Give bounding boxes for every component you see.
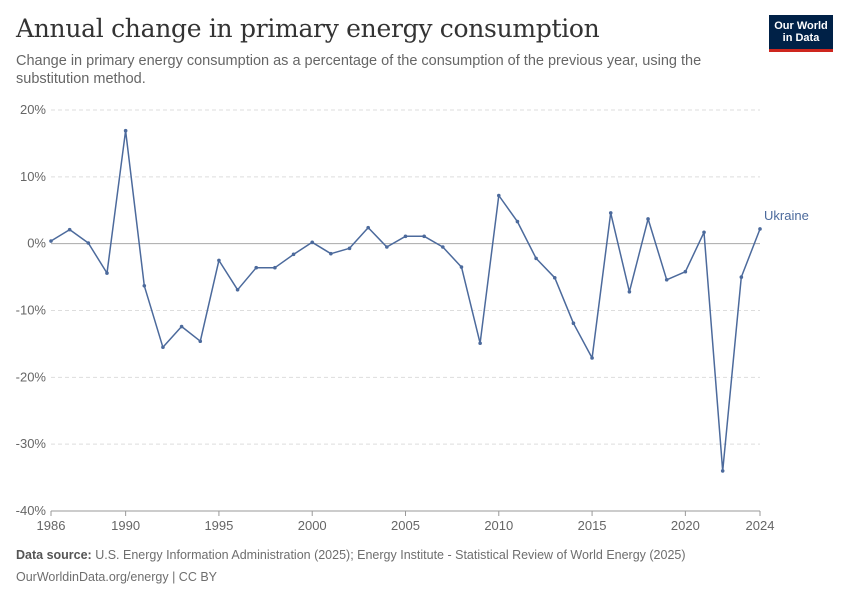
data-point bbox=[86, 241, 91, 245]
owid-logo[interactable]: Our World in Data bbox=[769, 15, 833, 52]
data-point bbox=[441, 245, 445, 249]
y-tick-label: 10% bbox=[20, 169, 46, 184]
data-point bbox=[366, 225, 370, 230]
data-point bbox=[459, 265, 464, 269]
data-point bbox=[273, 265, 277, 270]
data-point bbox=[310, 240, 315, 245]
y-tick-label: -20% bbox=[16, 369, 47, 384]
data-point bbox=[739, 275, 744, 279]
data-point bbox=[571, 321, 576, 325]
series-line-ukraine bbox=[50, 129, 761, 472]
data-point bbox=[254, 265, 259, 270]
data-point bbox=[67, 227, 72, 232]
data-point bbox=[422, 234, 426, 239]
y-tick-label: -40% bbox=[16, 503, 47, 518]
data-source-label: Data source: bbox=[16, 548, 92, 562]
x-tick-label: 2015 bbox=[578, 518, 607, 533]
y-tick-label: 0% bbox=[27, 236, 46, 251]
data-point bbox=[758, 227, 762, 231]
line-chart: 20% 10% 0% -10% -20% -30% -40%1986 1990 1995 2000… bbox=[16, 102, 809, 533]
data-point bbox=[534, 256, 538, 261]
footer-link[interactable]: OurWorldinData.org/energy | CC BY bbox=[16, 570, 218, 584]
data-point bbox=[627, 289, 632, 294]
data-point bbox=[496, 193, 501, 198]
y-tick-label: 20% bbox=[20, 102, 46, 117]
data-point bbox=[161, 345, 165, 350]
data-point bbox=[198, 339, 203, 344]
x-tick-label: 2000 bbox=[298, 518, 327, 533]
data-point bbox=[552, 275, 557, 280]
data-point bbox=[720, 469, 725, 473]
data-point bbox=[608, 211, 613, 215]
x-tick-label: 1986 bbox=[37, 518, 66, 533]
data-point bbox=[590, 356, 594, 360]
data-point bbox=[683, 269, 688, 274]
data-point bbox=[515, 219, 520, 224]
x-tick-label: 1990 bbox=[111, 518, 140, 533]
chart-title: Annual change in primary energy consumpt… bbox=[16, 14, 600, 43]
data-source: Data source: U.S. Energy Information Adm… bbox=[16, 548, 686, 562]
x-tick-label: 2020 bbox=[671, 518, 700, 533]
chart-subtitle: Change in primary energy consumption as … bbox=[16, 53, 702, 87]
data-point bbox=[49, 239, 53, 243]
data-point bbox=[664, 277, 669, 282]
data-point bbox=[385, 245, 389, 249]
data-point bbox=[217, 258, 221, 263]
y-tick-label: -10% bbox=[16, 303, 47, 318]
logo-line-2: in Data bbox=[782, 32, 820, 44]
x-tick-label: 1995 bbox=[204, 518, 233, 533]
x-tick-label: 2010 bbox=[484, 518, 513, 533]
data-point bbox=[403, 234, 408, 239]
data-point bbox=[105, 271, 109, 275]
series-label: Ukraine bbox=[764, 208, 809, 223]
data-point bbox=[347, 246, 352, 251]
data-point bbox=[329, 251, 333, 256]
data-point bbox=[478, 341, 482, 346]
y-tick-label: -30% bbox=[16, 436, 47, 451]
x-tick-label: 2005 bbox=[391, 518, 420, 533]
x-tick-label: 2024 bbox=[746, 518, 775, 533]
data-point bbox=[179, 324, 184, 329]
data-source-text: U.S. Energy Information Administration (… bbox=[95, 548, 686, 562]
data-point bbox=[235, 287, 240, 292]
data-point bbox=[646, 217, 650, 221]
data-point bbox=[291, 252, 296, 257]
data-point bbox=[702, 230, 706, 235]
data-point bbox=[142, 283, 147, 288]
logo-line-1: Our World bbox=[774, 20, 828, 32]
data-point bbox=[123, 128, 128, 133]
